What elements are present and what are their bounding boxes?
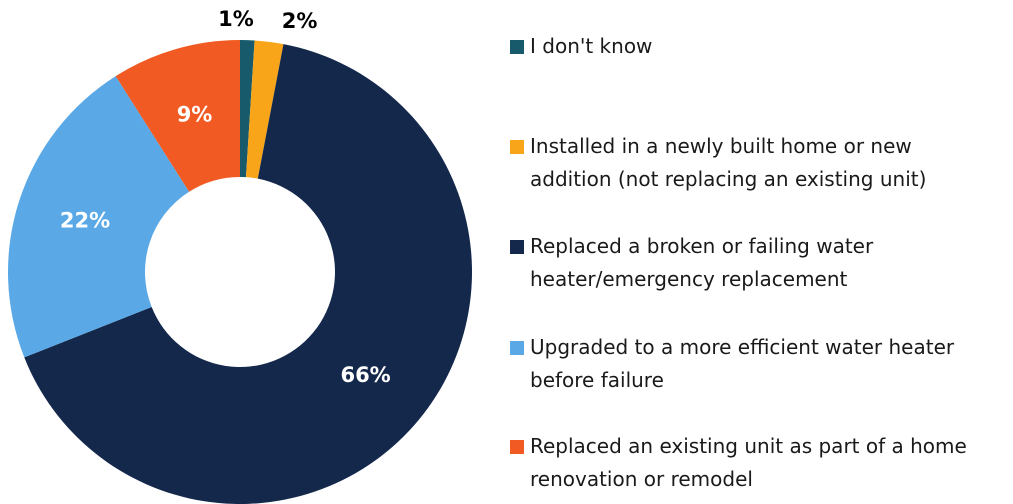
slice bbox=[240, 40, 255, 178]
legend-label: I don't know bbox=[530, 34, 653, 58]
legend-item: Upgraded to a more efficient water heate… bbox=[510, 331, 980, 397]
legend-swatch bbox=[510, 240, 524, 254]
legend-swatch bbox=[510, 440, 524, 454]
legend-label: Replaced a broken or failing water heate… bbox=[530, 234, 874, 291]
data-label: 66% bbox=[340, 363, 390, 387]
legend-item: I don't know bbox=[510, 30, 980, 63]
legend-label: Installed in a newly built home or new a… bbox=[530, 134, 927, 191]
legend-item: Replaced a broken or failing water heate… bbox=[510, 230, 980, 296]
legend-swatch bbox=[510, 341, 524, 355]
data-label: 22% bbox=[60, 209, 110, 233]
legend-label: Upgraded to a more efficient water heate… bbox=[530, 335, 955, 392]
legend-label: Replaced an existing unit as part of a h… bbox=[530, 434, 967, 491]
data-label: 9% bbox=[177, 102, 213, 126]
legend-swatch bbox=[510, 140, 524, 154]
slice bbox=[24, 44, 472, 504]
legend-swatch bbox=[510, 40, 524, 54]
data-label: 1% bbox=[218, 7, 254, 31]
slice bbox=[245, 40, 284, 179]
slice bbox=[7, 76, 190, 358]
legend-item: Installed in a newly built home or new a… bbox=[510, 130, 980, 196]
legend-item: Replaced an existing unit as part of a h… bbox=[510, 430, 980, 496]
slice bbox=[115, 40, 240, 192]
data-label: 2% bbox=[282, 9, 318, 33]
